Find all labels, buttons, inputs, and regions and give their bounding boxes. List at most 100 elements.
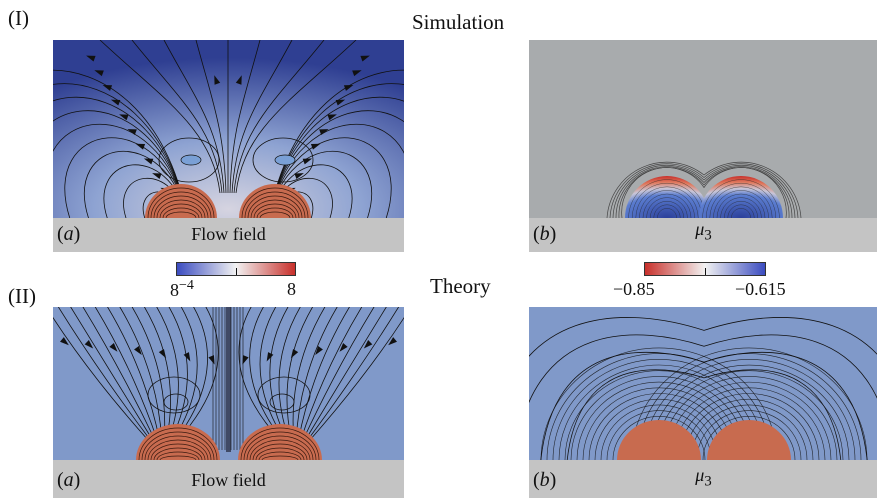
panel-caption: μ3 bbox=[695, 465, 712, 490]
vortex-cell bbox=[274, 154, 296, 166]
vortex-cell bbox=[180, 154, 202, 166]
streamline bbox=[138, 427, 218, 460]
streamline bbox=[249, 307, 283, 441]
streamline bbox=[309, 317, 404, 441]
central-jet bbox=[226, 307, 231, 452]
contour-line bbox=[716, 193, 766, 218]
streamline-arrow bbox=[290, 349, 299, 359]
streamline bbox=[144, 435, 212, 460]
panel-tag: (a) bbox=[57, 469, 81, 491]
contour-line bbox=[702, 416, 796, 460]
streamline bbox=[300, 307, 363, 441]
panel-tag: (b) bbox=[533, 469, 557, 491]
contour-line bbox=[709, 186, 773, 218]
streamline bbox=[259, 211, 291, 218]
streamline bbox=[53, 123, 188, 218]
background bbox=[53, 40, 404, 218]
streamline bbox=[162, 207, 200, 218]
contour-line bbox=[642, 359, 856, 460]
streamline bbox=[150, 191, 212, 218]
contour-line bbox=[630, 347, 868, 460]
streamline bbox=[159, 203, 203, 218]
streamline-arrow bbox=[152, 173, 162, 180]
streamline bbox=[235, 40, 357, 194]
theory-flow-plot bbox=[53, 307, 404, 460]
streamline bbox=[233, 40, 325, 194]
streamline bbox=[150, 443, 206, 460]
contour-line bbox=[529, 334, 877, 404]
contour-line bbox=[621, 167, 787, 218]
theory-flow-panel: (a) Flow field bbox=[53, 307, 404, 498]
streamline bbox=[94, 307, 158, 441]
streamline-arrow bbox=[343, 84, 354, 91]
streamline bbox=[147, 439, 209, 460]
contour-line bbox=[690, 404, 808, 460]
streamline bbox=[165, 211, 197, 218]
streamline bbox=[298, 307, 350, 441]
streamline bbox=[153, 195, 209, 218]
streamline-arrow bbox=[94, 70, 104, 77]
contour-line bbox=[705, 183, 777, 218]
contour-line bbox=[529, 317, 877, 357]
row-label-simulation: (I) bbox=[8, 6, 29, 30]
streamline-arrow bbox=[294, 173, 304, 180]
streamline-arrow bbox=[360, 55, 370, 62]
streamline bbox=[229, 40, 261, 194]
wall bbox=[53, 218, 404, 252]
streamline bbox=[268, 123, 404, 218]
contour-line bbox=[552, 359, 766, 460]
streamline bbox=[247, 195, 303, 218]
streamline bbox=[53, 317, 149, 441]
streamline-arrow bbox=[110, 99, 121, 106]
streamline-arrow bbox=[109, 343, 118, 352]
streamline bbox=[173, 307, 198, 441]
droplet bbox=[617, 420, 701, 460]
flow-colorbar bbox=[176, 262, 296, 276]
streamline bbox=[53, 110, 188, 218]
streamline bbox=[238, 307, 281, 441]
streamline bbox=[305, 307, 387, 441]
droplet bbox=[707, 420, 791, 460]
contour-line bbox=[594, 398, 724, 460]
panel-tag: (a) bbox=[57, 223, 81, 245]
streamline bbox=[257, 376, 311, 414]
background bbox=[529, 307, 877, 460]
streamline bbox=[153, 447, 203, 460]
flow-colorbar-max: 8 bbox=[287, 279, 296, 299]
streamline-arrow bbox=[183, 352, 191, 362]
streamline bbox=[256, 207, 294, 218]
contour-line bbox=[606, 161, 802, 218]
streamline bbox=[107, 307, 160, 441]
contour-line bbox=[628, 179, 706, 218]
streamline bbox=[158, 137, 220, 183]
streamline bbox=[292, 307, 326, 441]
contour-line bbox=[649, 200, 685, 218]
contour-line bbox=[648, 364, 850, 460]
streamline-arrow bbox=[102, 84, 113, 91]
theory-mu-panel: (b) μ3 bbox=[529, 307, 877, 498]
concentration-blob bbox=[625, 176, 709, 218]
heading-simulation: Simulation bbox=[412, 10, 505, 34]
contour-line bbox=[696, 410, 802, 460]
sim-flow-plot bbox=[53, 40, 404, 218]
contour-line bbox=[540, 351, 868, 460]
streamline bbox=[255, 447, 305, 460]
panel-tag: (b) bbox=[533, 223, 557, 245]
streamline bbox=[159, 455, 197, 460]
streamline bbox=[163, 393, 189, 411]
sim-flow-panel: (a) Flow field bbox=[53, 40, 404, 252]
streamline bbox=[147, 187, 215, 218]
streamline bbox=[269, 307, 289, 441]
contour-line bbox=[642, 193, 692, 218]
streamline-arrow bbox=[242, 355, 249, 365]
contour-line bbox=[566, 369, 842, 460]
streamline bbox=[177, 307, 219, 441]
streamline bbox=[295, 307, 338, 441]
streamline bbox=[53, 96, 188, 218]
streamline bbox=[278, 307, 301, 441]
contour-line bbox=[713, 190, 769, 218]
streamline bbox=[147, 376, 201, 414]
streamline bbox=[195, 40, 227, 194]
streamline bbox=[249, 439, 311, 460]
